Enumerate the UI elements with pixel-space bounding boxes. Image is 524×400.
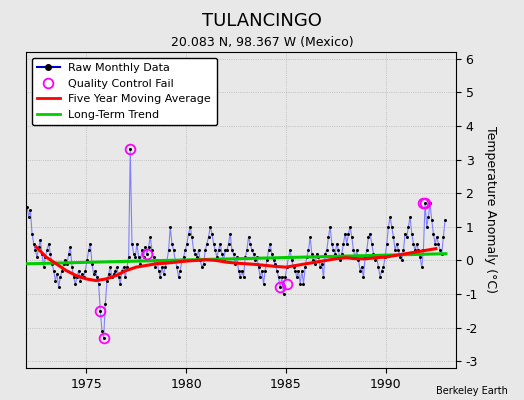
Legend: Raw Monthly Data, Quality Control Fail, Five Year Moving Average, Long-Term Tren: Raw Monthly Data, Quality Control Fail, … — [32, 58, 217, 125]
Text: 20.083 N, 98.367 W (Mexico): 20.083 N, 98.367 W (Mexico) — [171, 36, 353, 49]
Text: TULANCINGO: TULANCINGO — [202, 12, 322, 30]
Y-axis label: Temperature Anomaly (°C): Temperature Anomaly (°C) — [484, 126, 497, 294]
Text: Berkeley Earth: Berkeley Earth — [436, 386, 508, 396]
